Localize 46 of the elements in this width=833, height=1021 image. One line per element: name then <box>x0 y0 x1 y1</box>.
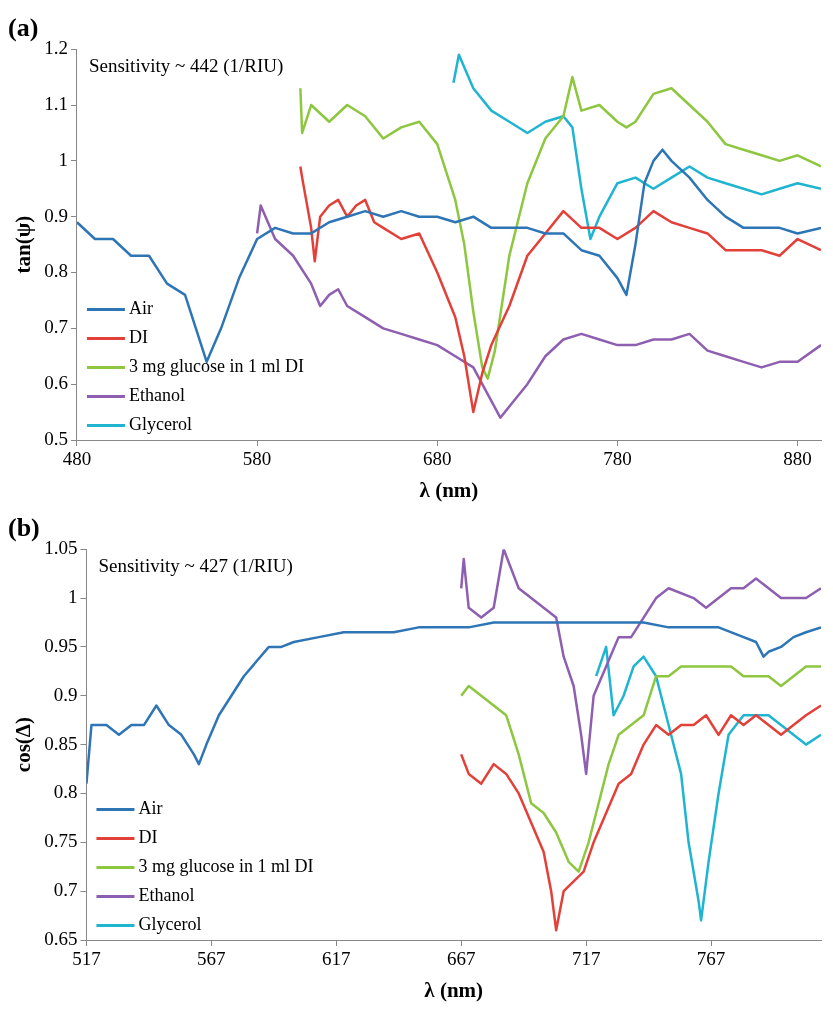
legend-label: Ethanol <box>138 885 195 906</box>
legend-label: Air <box>128 298 153 319</box>
x-tick-label: 667 <box>446 948 476 970</box>
x-tick-label: 717 <box>571 948 601 970</box>
y-tick-label: 1 <box>58 148 68 170</box>
x-axis-title: λ (nm) <box>419 477 479 502</box>
x-tick-label: 567 <box>197 948 226 970</box>
y-tick-label: 0.7 <box>53 879 78 901</box>
x-tick-label: 680 <box>423 448 452 470</box>
y-tick-label: 0.6 <box>44 372 68 394</box>
legend-label: DI <box>128 327 148 348</box>
x-axis-title: λ (nm) <box>424 977 484 1002</box>
legend-label: Air <box>138 798 163 819</box>
chart-title: (b) <box>8 513 40 543</box>
x-tick-label: 617 <box>322 948 351 970</box>
y-tick-label: 0.7 <box>44 316 68 338</box>
y-tick-label: 0.8 <box>44 260 68 282</box>
y-tick-label: 1.05 <box>44 537 78 559</box>
x-tick-label: 780 <box>603 448 632 470</box>
legend-label: Glycerol <box>128 414 192 435</box>
y-tick-label: 0.9 <box>53 683 78 705</box>
legend-label: 3 mg glucose in 1 ml DI <box>138 856 314 877</box>
y-tick-label: 1.1 <box>44 93 68 115</box>
y-tick-label: 0.65 <box>44 927 78 949</box>
annotation: Sensitivity ~ 427 (1/RIU) <box>98 554 293 577</box>
legend-label: DI <box>138 827 158 848</box>
y-tick-label: 0.75 <box>44 830 78 852</box>
y-tick-label: 0.95 <box>44 634 78 656</box>
annotation: Sensitivity ~ 442 (1/RIU) <box>88 54 284 77</box>
y-tick-label: 0.8 <box>53 781 78 803</box>
y-axis-title: cos(Δ) <box>11 717 36 773</box>
y-tick-label: 1.2 <box>44 37 68 59</box>
legend-label: Ethanol <box>128 385 185 406</box>
x-tick-label: 480 <box>62 448 92 470</box>
x-tick-label: 517 <box>72 948 101 970</box>
x-tick-label: 767 <box>696 948 726 970</box>
legend-label: Glycerol <box>138 914 202 935</box>
legend-label: 3 mg glucose in 1 ml DI <box>128 356 304 377</box>
y-tick-label: 0.9 <box>44 204 68 226</box>
chart-title: (a) <box>8 13 39 43</box>
y-tick-label: 0.5 <box>44 427 68 449</box>
y-tick-label: 0.85 <box>44 732 78 754</box>
y-tick-label: 1 <box>67 586 78 608</box>
y-axis-title: tan(ψ) <box>11 215 36 274</box>
x-tick-label: 880 <box>783 448 812 470</box>
x-tick-label: 580 <box>242 448 272 470</box>
